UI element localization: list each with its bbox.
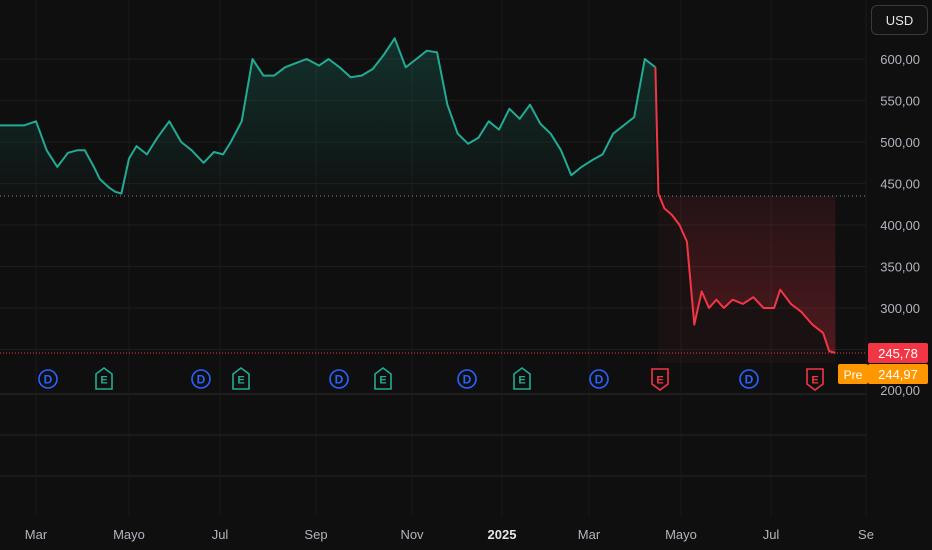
x-tick-label: Jul [212, 527, 229, 542]
earnings-icon [232, 367, 250, 390]
area-below-reference [658, 193, 836, 353]
event-letter: D [595, 373, 604, 387]
price-lines [0, 37, 836, 354]
dividend-icon [589, 369, 609, 389]
y-tick-label: 450,00 [880, 177, 920, 192]
event-marker-e[interactable]: E [651, 368, 669, 391]
dividend-icon [191, 369, 211, 389]
event-letter: E [379, 375, 386, 387]
event-letter: D [335, 373, 344, 387]
event-letter: D [745, 373, 754, 387]
y-tick-label: 550,00 [880, 94, 920, 109]
last-price-badge [868, 343, 928, 364]
y-tick-label: 600,00 [880, 52, 920, 67]
event-letter: E [811, 375, 818, 387]
price-labels: 245,78 Pre 244,97 [838, 343, 928, 385]
x-tick-label: Mar [578, 527, 601, 542]
premarket-price-badge [868, 364, 928, 385]
event-marker-d[interactable]: D [457, 369, 477, 389]
x-tick-label: Mayo [113, 527, 145, 542]
event-marker-d[interactable]: D [191, 369, 211, 389]
dividend-icon [739, 369, 759, 389]
event-letter: E [237, 375, 244, 387]
x-tick-label: Nov [400, 527, 424, 542]
x-tick-label: Sep [304, 527, 327, 542]
event-letter: E [518, 375, 525, 387]
x-tick-label: Mayo [665, 527, 697, 542]
area-fills [0, 38, 836, 363]
event-marker-e[interactable]: E [374, 367, 392, 390]
earnings-icon [374, 367, 392, 390]
event-letter: D [44, 373, 53, 387]
dividend-icon [329, 369, 349, 389]
y-tick-label: 300,00 [880, 301, 920, 316]
x-tick-label: Se [858, 527, 874, 542]
event-marker-d[interactable]: D [589, 369, 609, 389]
event-letter: E [656, 375, 663, 387]
event-marker-e[interactable]: E [806, 368, 824, 391]
overlay [0, 195, 866, 354]
area-above-reference [0, 38, 656, 196]
series-line-up [0, 37, 657, 195]
series-line-down [654, 67, 836, 354]
y-tick-label: 350,00 [880, 260, 920, 275]
premarket-tag-label: Pre [844, 368, 863, 382]
currency-button[interactable]: USD [871, 5, 928, 35]
premarket-price-label: 244,97 [878, 367, 918, 382]
event-marker-d[interactable]: D [739, 369, 759, 389]
area-below-reference-band [658, 195, 836, 363]
event-letter: E [100, 375, 107, 387]
premarket-tag [838, 364, 868, 385]
x-tick-label: 2025 [488, 527, 517, 542]
event-marker-d[interactable]: D [329, 369, 349, 389]
event-marker-e[interactable]: E [232, 367, 250, 390]
dividend-icon [457, 369, 477, 389]
last-price-label: 245,78 [878, 346, 918, 361]
y-tick-label: 200,00 [880, 383, 920, 398]
event-letter: D [197, 373, 206, 387]
y-tick-label: 400,00 [880, 218, 920, 233]
dividend-icon [38, 369, 58, 389]
event-marker-d[interactable]: D [38, 369, 58, 389]
x-tick-label: Jul [763, 527, 780, 542]
earnings-icon [513, 367, 531, 390]
lower-pane [0, 393, 866, 516]
earnings-icon [95, 367, 113, 390]
x-axis: Mar Mayo Jul Sep Nov 2025 Mar Mayo Jul Se [25, 527, 874, 542]
event-marker-e[interactable]: E [95, 367, 113, 390]
earnings-icon [806, 368, 824, 391]
y-tick-label: 500,00 [880, 135, 920, 150]
y-axis: 600,00 550,00 500,00 450,00 400,00 350,00 300,… [880, 52, 920, 398]
event-letter: D [463, 373, 472, 387]
event-marker-e[interactable]: E [513, 367, 531, 390]
x-tick-label: Mar [25, 527, 48, 542]
earnings-icon [651, 368, 669, 391]
